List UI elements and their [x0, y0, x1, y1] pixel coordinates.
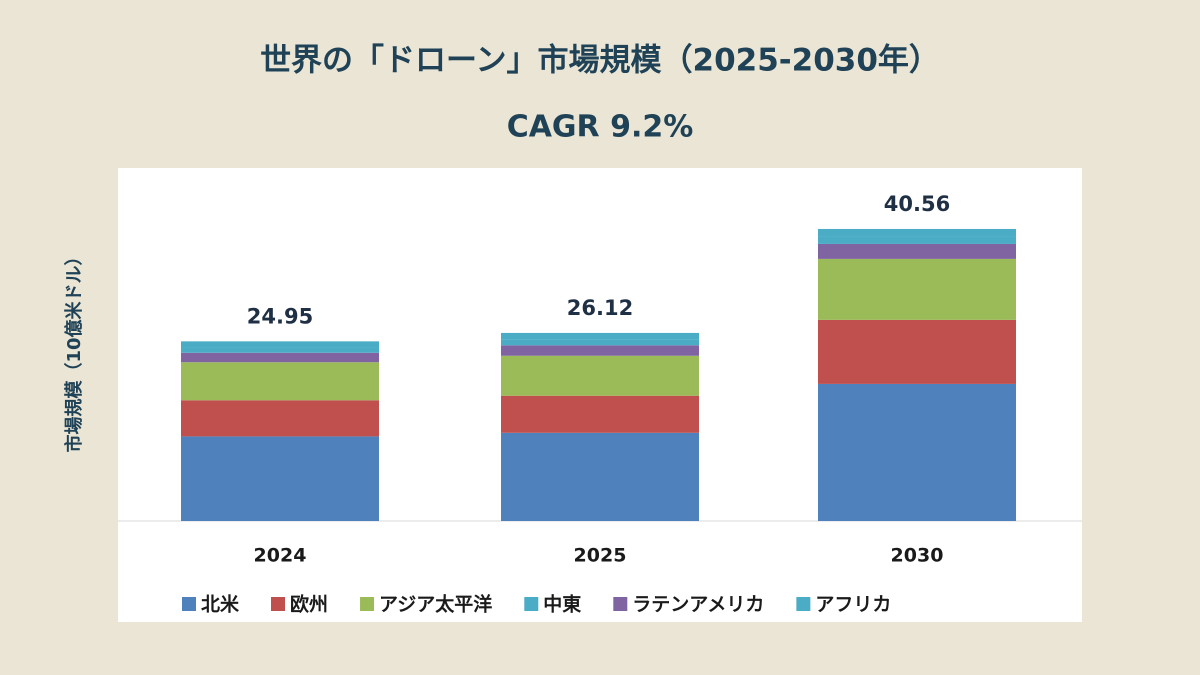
x-tick-label: 2025 [574, 545, 627, 567]
bar-segment [181, 347, 379, 353]
bar-segment [501, 345, 699, 356]
total-label: 24.95 [247, 304, 313, 328]
legend-label: 北米 [201, 593, 240, 616]
bar-segment [181, 341, 379, 348]
x-tick-label: 2030 [891, 545, 944, 567]
bar-segment [181, 352, 379, 363]
bar-segment [501, 332, 699, 340]
x-tick-label: 2024 [254, 545, 307, 567]
bar-segment [501, 432, 699, 521]
bar-segment [818, 243, 1016, 259]
bar-segment [818, 319, 1016, 384]
legend-swatch [360, 597, 375, 611]
bar-segment [501, 339, 699, 346]
chart-subtitle: CAGR 9.2% [507, 110, 694, 145]
bar-segment [818, 228, 1016, 237]
bar-segment [818, 236, 1016, 244]
chart-title: 世界の「ドローン」市場規模（2025-2030年） [260, 43, 940, 79]
legend-swatch [796, 597, 811, 611]
bar-segment [818, 383, 1016, 521]
bar-segment [181, 436, 379, 521]
legend-label: アフリカ [815, 594, 891, 616]
bar-segment [501, 355, 699, 396]
bar-segment [181, 400, 379, 437]
bar-segment [818, 258, 1016, 320]
legend-swatch [613, 597, 628, 611]
legend-label: 中東 [543, 593, 581, 616]
bar-segment [181, 362, 379, 401]
legend-label: アジア太平洋 [379, 593, 492, 616]
legend-label: 欧州 [290, 593, 328, 616]
y-axis-label: 市場規模（10億米ドル） [63, 247, 85, 452]
legend-label: ラテンアメリカ [632, 594, 764, 616]
total-label: 26.12 [567, 296, 633, 320]
total-label: 40.56 [884, 192, 950, 216]
bar-segment [501, 395, 699, 433]
legend-swatch [182, 597, 196, 611]
legend-swatch [524, 597, 539, 611]
legend-swatch [271, 597, 286, 611]
